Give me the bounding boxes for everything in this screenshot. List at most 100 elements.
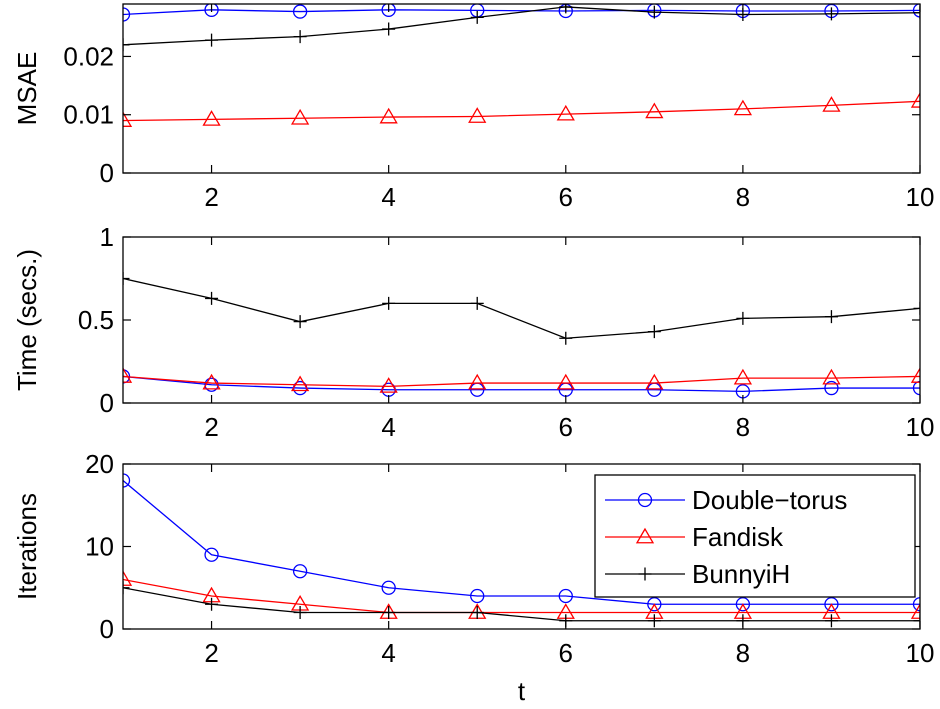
x-tick-label: 2 — [204, 638, 218, 668]
y-tick-label: 1 — [100, 222, 114, 252]
series-fandisk — [123, 367, 920, 393]
data-point-double-torus — [292, 4, 308, 19]
legend-marker — [637, 492, 653, 508]
legend: Double−torus Fandisk BunnyiH — [594, 474, 916, 598]
data-point-fandisk — [645, 102, 664, 119]
y-tick-label: 0 — [100, 614, 114, 644]
y-tick-label: 0 — [100, 388, 114, 418]
x-tick-label: 8 — [736, 412, 750, 442]
data-point-fandisk — [556, 373, 575, 390]
subplot-2: 2 4 6 8 10 0 0.5 1 Time (secs.) — [12, 222, 934, 442]
data-point-double-torus — [204, 547, 219, 562]
data-point-fandisk — [123, 111, 133, 127]
data-point-double-torus — [204, 377, 219, 392]
data-point-bunnyih — [824, 310, 838, 324]
data-point-double-torus — [647, 597, 662, 612]
series-line-fandisk — [123, 578, 920, 614]
data-point-bunnyih — [205, 33, 219, 47]
x-tick-label: 2 — [204, 182, 218, 212]
data-point-double-torus — [912, 4, 920, 18]
data-point-fandisk — [910, 92, 920, 108]
data-point-fandisk — [290, 108, 310, 125]
data-point-bunnyih — [736, 311, 750, 325]
series-bunnyih — [123, 272, 920, 345]
data-point-bunnyih — [123, 38, 130, 52]
series-line-bunnyih — [123, 277, 920, 339]
y-axis-label: Iterations — [12, 493, 42, 600]
data-point-bunnyih — [205, 597, 219, 611]
x-tick-label: 4 — [381, 412, 395, 442]
series-bunnyih — [123, 581, 920, 628]
data-point-double-torus — [381, 4, 396, 17]
x-tick-label: 8 — [736, 182, 750, 212]
data-point-double-torus — [381, 580, 396, 595]
data-point-double-torus — [470, 588, 485, 604]
x-tick-label: 6 — [559, 412, 573, 442]
y-tick-label: 0.5 — [78, 305, 114, 335]
x-tick-label: 6 — [559, 638, 573, 668]
data-point-double-torus — [735, 597, 751, 612]
series-double-torus — [123, 473, 920, 612]
data-point-fandisk — [202, 373, 221, 390]
x-tick-label: 10 — [906, 412, 935, 442]
data-point-bunnyih — [123, 581, 130, 595]
series-bunnyih — [123, 4, 920, 52]
data-point-bunnyih — [382, 22, 396, 36]
data-point-bunnyih — [382, 606, 396, 619]
data-point-double-torus — [123, 7, 131, 22]
data-point-bunnyih — [293, 30, 307, 44]
legend-marker — [635, 527, 655, 544]
y-tick-label: 20 — [85, 449, 114, 479]
data-point-double-torus — [292, 564, 308, 579]
legend-marker — [638, 567, 652, 581]
data-point-double-torus — [824, 380, 839, 396]
data-point-bunnyih — [382, 296, 396, 310]
data-point-double-torus — [204, 4, 219, 17]
data-point-fandisk — [379, 377, 398, 393]
subplot-1: 2 4 6 8 10 0 0.01 0.02 MSAE — [12, 3, 934, 212]
series-line-bunnyih — [123, 587, 920, 622]
data-point-fandisk — [733, 368, 753, 385]
legend-entry-bunnyih: BunnyiH — [605, 559, 790, 589]
data-point-bunnyih — [647, 614, 661, 628]
data-point-bunnyih — [824, 7, 838, 21]
axes-box — [122, 3, 921, 174]
data-point-bunnyih — [647, 325, 661, 339]
data-point-fandisk — [379, 107, 398, 124]
data-point-fandisk — [290, 375, 310, 392]
legend-entry-double-torus: Double−torus — [605, 485, 847, 515]
data-point-double-torus — [123, 473, 131, 488]
y-axis-label: Time (secs.) — [12, 249, 42, 391]
data-point-double-torus — [912, 597, 920, 612]
y-axis-label: MSAE — [12, 52, 42, 126]
data-point-fandisk — [645, 373, 664, 390]
data-point-fandisk — [123, 367, 133, 383]
series-line-fandisk — [123, 375, 920, 388]
data-point-bunnyih — [293, 315, 307, 329]
x-axis-label: t — [518, 676, 526, 706]
series-fandisk — [123, 92, 920, 127]
data-point-bunnyih — [913, 301, 920, 315]
data-point-fandisk — [468, 373, 487, 390]
data-point-bunnyih — [470, 296, 484, 310]
data-point-bunnyih — [824, 614, 838, 628]
data-point-bunnyih — [470, 606, 484, 619]
legend-entry-fandisk: Fandisk — [605, 522, 784, 552]
series-line-fandisk — [123, 100, 920, 122]
data-point-bunnyih — [913, 614, 920, 628]
y-tick-label: 0 — [100, 158, 114, 188]
series-line-double-torus — [123, 480, 920, 605]
x-tick-label: 4 — [381, 182, 395, 212]
data-point-fandisk — [202, 110, 221, 126]
y-tick-label: 0.01 — [63, 100, 114, 130]
x-tick-label: 8 — [736, 638, 750, 668]
data-point-fandisk — [556, 104, 575, 121]
data-point-bunnyih — [293, 606, 307, 619]
legend-label: BunnyiH — [692, 559, 790, 589]
y-tick-label: 10 — [85, 532, 114, 562]
x-tick-label: 4 — [381, 638, 395, 668]
subplot-3: 2 4 6 8 10 0 10 20 Iterations t Double−torus Fandis… — [12, 449, 934, 706]
data-point-bunnyih — [647, 5, 661, 19]
data-point-fandisk — [468, 107, 487, 123]
